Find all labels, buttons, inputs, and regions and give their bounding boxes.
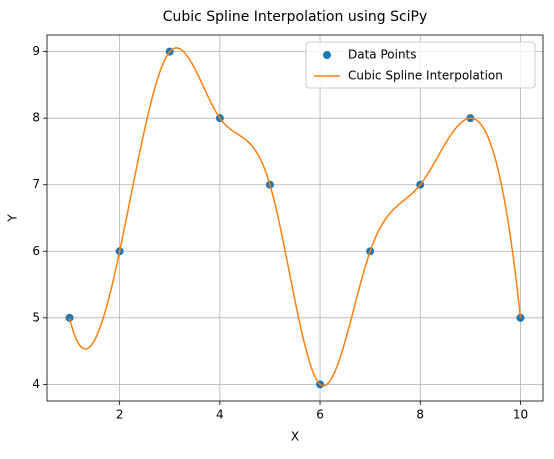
x-tick-label: 8	[416, 408, 424, 422]
x-tick-label: 2	[116, 408, 124, 422]
x-axis-label: X	[291, 430, 299, 444]
x-tick-label: 10	[513, 408, 528, 422]
y-tick-label: 9	[32, 44, 40, 58]
x-tick-label: 6	[316, 408, 324, 422]
y-axis-label: Y	[6, 214, 20, 223]
y-tick-label: 7	[32, 177, 40, 191]
plot-frame	[46, 34, 544, 402]
chart-title: Cubic Spline Interpolation using SciPy	[163, 9, 428, 25]
data-point	[65, 313, 74, 322]
legend-label: Data Points	[348, 48, 417, 62]
y-tick-label: 4	[32, 377, 40, 391]
y-tick-label: 6	[32, 244, 40, 258]
y-tick-label: 5	[32, 310, 40, 324]
spline-line	[68, 47, 522, 387]
legend-box	[305, 41, 536, 89]
y-tick-label: 8	[32, 111, 40, 125]
legend-label: Cubic Spline Interpolation	[348, 69, 503, 83]
legend-swatch	[323, 51, 331, 59]
x-tick-label: 4	[216, 408, 224, 422]
